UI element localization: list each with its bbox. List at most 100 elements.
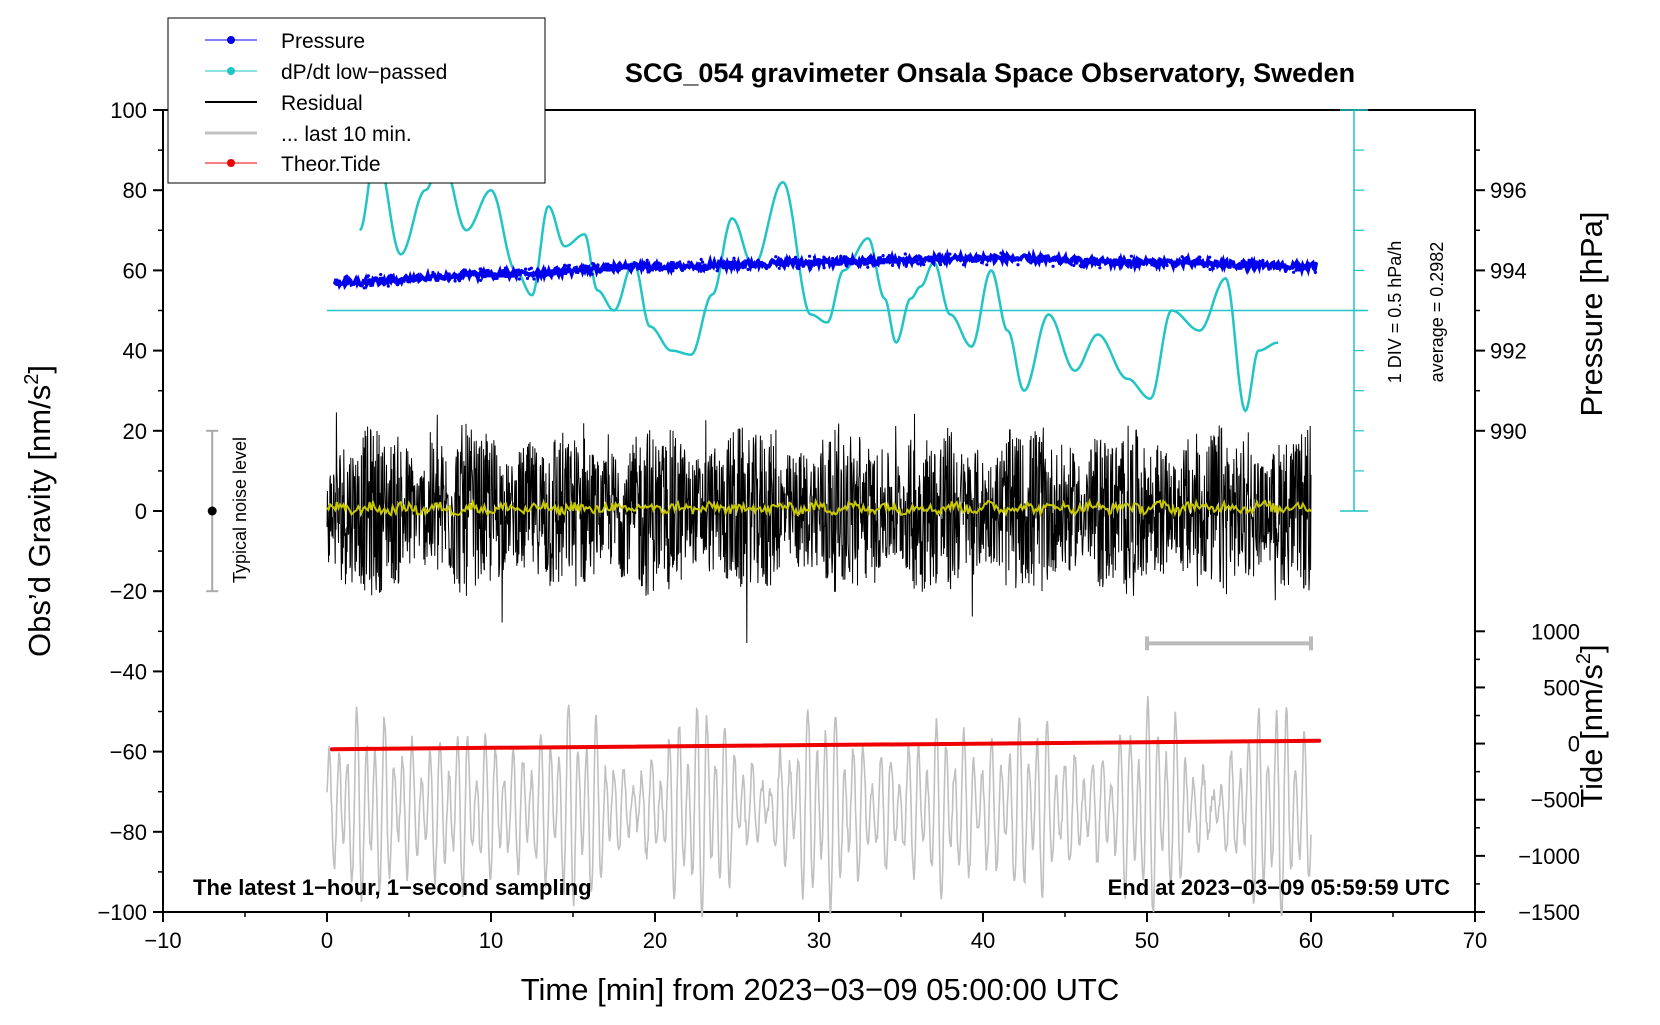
pressure-point (893, 256, 897, 260)
pressure-point (766, 265, 770, 269)
noise-bar-center (207, 506, 217, 516)
pressure-point (378, 281, 383, 285)
pressure-point (1077, 258, 1081, 262)
pressure-point (1311, 267, 1316, 271)
pressure-point (937, 252, 941, 256)
pressure-point (463, 268, 467, 272)
pressure-point (1001, 256, 1005, 260)
pressure-point (873, 263, 877, 267)
legend-marker-pressure (227, 36, 235, 44)
x-tick-label: 60 (1299, 928, 1323, 953)
pressure-point (365, 275, 369, 279)
pressure-point (712, 259, 716, 263)
tide-tick-label: 500 (1543, 675, 1580, 700)
pressure-point (973, 257, 977, 261)
pressure-point (1206, 263, 1210, 267)
pressure-point (453, 279, 457, 283)
pressure-point (478, 267, 482, 271)
pressure-point (1027, 253, 1031, 257)
pressure-point (1252, 265, 1256, 270)
pressure-point (1061, 259, 1065, 263)
pressure-point (482, 268, 486, 272)
pressure-point (741, 266, 745, 270)
pressure-point (812, 255, 817, 259)
legend-label-last10: ... last 10 min. (281, 123, 412, 146)
pressure-point (881, 254, 885, 258)
pressure-point (1165, 263, 1169, 268)
pressure-point (699, 269, 703, 273)
pressure-point (506, 269, 510, 274)
pressure-point (1182, 260, 1186, 264)
y-tick-label: −100 (97, 900, 147, 925)
pressure-point (532, 277, 536, 281)
pressure-point (1211, 266, 1215, 270)
pressure-point (478, 278, 483, 282)
pressure-point (1208, 255, 1212, 259)
legend-box (167, 17, 546, 184)
legend-label-residual: Residual (281, 92, 363, 115)
pressure-point (795, 265, 799, 269)
pressure-point (646, 270, 650, 274)
div-scale-label: 1 DIV = 0.5 hPa/h (1385, 241, 1405, 384)
pressure-point (1292, 270, 1296, 274)
y-tick-label: −60 (110, 740, 147, 765)
pressure-point (1015, 256, 1020, 260)
pressure-point (1092, 256, 1096, 260)
pressure-point (1190, 263, 1194, 267)
pressure-point (1070, 257, 1074, 261)
pressure-point (645, 258, 649, 262)
pressure-point (1257, 265, 1261, 269)
pressure-point (1192, 259, 1196, 263)
pressure-point (459, 272, 463, 276)
pressure-point (866, 265, 870, 269)
pressure-point (922, 263, 926, 267)
pressure-point (1220, 258, 1224, 262)
pressure-point (393, 278, 397, 282)
last-10-min-line (326, 696, 1312, 918)
pressure-point (632, 265, 636, 269)
pressure-point (1100, 258, 1104, 262)
pressure-point (958, 256, 962, 261)
pressure-point (1267, 267, 1271, 271)
x-tick-label: 0 (321, 928, 333, 953)
pressure-point (1180, 255, 1184, 259)
pressure-point (1029, 261, 1033, 265)
pressure-point (512, 274, 517, 278)
tide-tick-label: −1500 (1518, 900, 1580, 925)
pressure-point (703, 263, 707, 267)
pressure-point (1195, 257, 1199, 261)
pressure-point (1261, 258, 1265, 262)
pressure-point (1078, 264, 1082, 268)
pressure-point (1283, 268, 1287, 272)
pressure-point (1057, 261, 1062, 265)
pressure-point (916, 262, 921, 266)
pressure-point (506, 274, 510, 278)
pressure-point (342, 282, 346, 286)
pressure-point (459, 276, 463, 280)
pressure-point (601, 267, 606, 271)
pressure-point (362, 286, 366, 290)
pressure-point (386, 284, 390, 288)
pressure-point (572, 269, 576, 273)
x-tick-label: 70 (1463, 928, 1487, 953)
pressure-point (842, 260, 846, 264)
pressure-point (386, 281, 390, 285)
y-axis-label-left: Obs’d Gravity [nm/s2] (21, 365, 57, 657)
legend: Pressure dP/dt low−passed Residual ... l… (167, 17, 546, 184)
pressure-tick-label: 994 (1490, 258, 1527, 283)
pressure-point (1001, 253, 1006, 257)
pressure-point (799, 257, 803, 261)
y-axis-label-tide-end: ] (1574, 644, 1609, 653)
pressure-point (1124, 260, 1129, 264)
pressure-point (1294, 262, 1298, 266)
pressure-point (1135, 264, 1139, 269)
pressure-point (687, 260, 691, 264)
pressure-point (424, 276, 428, 280)
pressure-point (890, 254, 894, 258)
pressure-point (525, 271, 529, 275)
pressure-point (667, 264, 671, 269)
y-tick-label: 20 (123, 419, 147, 444)
pressure-point (472, 270, 476, 274)
pressure-point (1129, 254, 1133, 258)
pressure-point (1152, 259, 1157, 263)
